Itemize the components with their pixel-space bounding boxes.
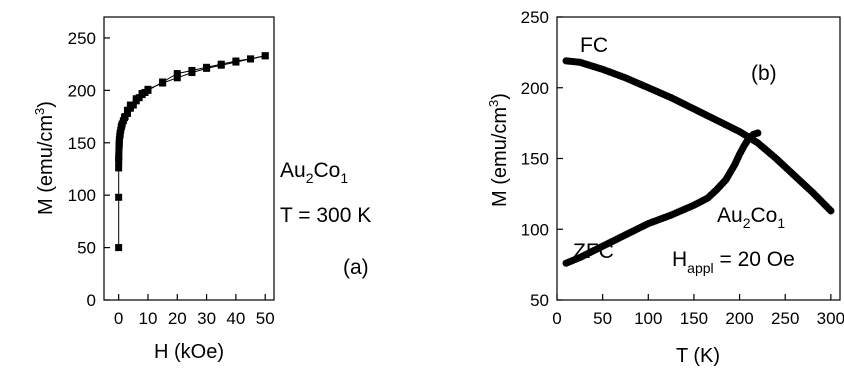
data-point [188, 69, 196, 77]
y-tick-label: 150 [68, 134, 96, 153]
data-point [754, 129, 762, 137]
y-tick-label: 250 [68, 29, 96, 48]
data-point [203, 64, 211, 72]
sample-label: Au2Co1 [717, 204, 785, 231]
data-point [144, 85, 152, 93]
data-point [217, 61, 225, 69]
y-tick-label: 50 [77, 239, 96, 258]
y-tick-label: 100 [521, 220, 549, 239]
data-point [126, 101, 134, 109]
field-label: Happl = 20 Oe [672, 248, 795, 276]
data-point [118, 122, 126, 130]
data-point [115, 155, 123, 162]
x-axis-title: T (K) [676, 345, 720, 367]
y-tick-label: 150 [521, 150, 549, 169]
data-point [115, 244, 123, 252]
y-axis-title: M (emu/cm3) [32, 101, 57, 215]
sample-label: Au2Co1 [280, 159, 348, 186]
x-tick-label: 30 [197, 309, 216, 328]
x-tick-label: 100 [634, 309, 662, 328]
data-point [123, 106, 131, 114]
data-point [116, 130, 124, 138]
x-tick-label: 40 [226, 309, 245, 328]
x-tick-label: 50 [256, 309, 275, 328]
data-point [121, 114, 129, 122]
data-point [138, 90, 146, 98]
fc-label: FC [580, 34, 608, 57]
data-point [261, 52, 269, 60]
x-tick-label: 0 [114, 309, 123, 328]
data-point [115, 164, 123, 172]
data-point [232, 58, 240, 66]
x-tick-label: 20 [168, 309, 187, 328]
x-tick-label: 300 [817, 309, 844, 328]
x-tick-label: 10 [139, 309, 158, 328]
y-tick-label: 0 [87, 291, 96, 310]
data-point [115, 141, 123, 149]
y-axis-title: M (emu/cm3) [486, 93, 511, 207]
y-tick-label: 250 [521, 8, 549, 27]
series-line [118, 55, 266, 248]
data-point [115, 193, 123, 201]
data-point [159, 79, 167, 87]
x-tick-label: 50 [593, 309, 612, 328]
y-tick-label: 100 [68, 186, 96, 205]
panel-label: (a) [343, 256, 369, 279]
x-axis-title: H (kOe) [154, 341, 224, 363]
plot-frame [103, 16, 275, 301]
x-tick-label: 250 [771, 309, 799, 328]
zfc-label: ZFC [573, 240, 614, 263]
x-tick-label: 0 [552, 309, 561, 328]
data-point [173, 74, 181, 82]
x-tick-label: 150 [680, 309, 708, 328]
panel-a: 0 10 20 30 40 50 0 50 100 150 200 250 H (kOe) M (em… [32, 16, 371, 363]
data-point [827, 207, 835, 215]
y-tick-label: 200 [68, 81, 96, 100]
data-point [132, 95, 140, 103]
data-point [247, 55, 255, 63]
data-point [173, 70, 181, 78]
x-tick-label: 200 [725, 309, 753, 328]
y-tick-label: 50 [530, 291, 549, 310]
temperature-label: T = 300 K [280, 204, 371, 227]
y-tick-label: 200 [521, 79, 549, 98]
panel-label: (b) [751, 62, 777, 85]
